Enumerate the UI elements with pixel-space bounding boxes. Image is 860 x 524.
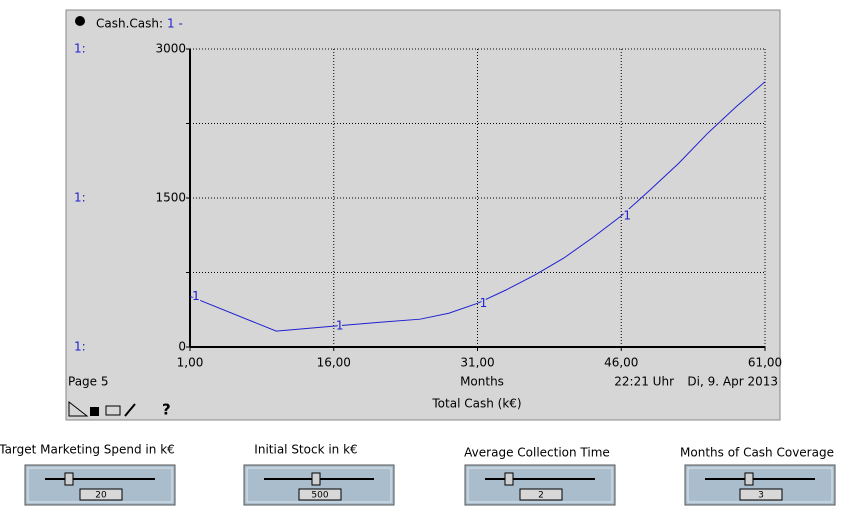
slider-thumb[interactable] bbox=[744, 472, 754, 486]
controls: Target Marketing Spend in k€ 20 Initial St… bbox=[0, 443, 836, 506]
y-series-label: 1: bbox=[74, 42, 86, 56]
control-value: 500 bbox=[311, 491, 328, 501]
y-tick-label: 1500 bbox=[155, 191, 186, 205]
series-marker: 1 bbox=[480, 296, 488, 310]
slider-bevel bbox=[467, 467, 613, 503]
date: Di, 9. Apr 2013 bbox=[687, 375, 778, 389]
series-marker: 1 bbox=[336, 319, 344, 333]
control-value: 2 bbox=[538, 491, 544, 501]
x-tick-label: 31,00 bbox=[460, 356, 494, 370]
x-tick-label: 16,00 bbox=[317, 356, 351, 370]
slider-bevel bbox=[246, 467, 392, 503]
value-box bbox=[298, 488, 342, 501]
legend-entry: 1 - bbox=[167, 17, 183, 31]
value-box bbox=[79, 488, 123, 501]
slider-thumb[interactable] bbox=[504, 472, 514, 486]
value-box bbox=[739, 488, 783, 501]
lock-icon[interactable] bbox=[90, 407, 99, 416]
print-icon[interactable] bbox=[105, 405, 121, 416]
control-label: Target Marketing Spend in k€ bbox=[0, 443, 175, 457]
corner-icon[interactable] bbox=[68, 400, 89, 417]
x-axis-label: Months bbox=[460, 375, 504, 389]
value-box bbox=[519, 488, 563, 501]
slider-thumb[interactable] bbox=[64, 472, 74, 486]
control-label: Months of Cash Coverage bbox=[680, 446, 834, 460]
y-tick-label: 3000 bbox=[155, 42, 186, 56]
page-label[interactable]: Page 5 bbox=[68, 375, 109, 389]
y-tick-label: 0 bbox=[178, 340, 186, 354]
help-icon[interactable]: ? bbox=[162, 401, 171, 419]
wand-icon[interactable] bbox=[124, 403, 136, 417]
series-marker: 1 bbox=[623, 208, 631, 222]
control-label: Initial Stock in k€ bbox=[254, 443, 357, 457]
slider-bevel bbox=[27, 467, 173, 503]
x-tick-label: 1,00 bbox=[177, 356, 204, 370]
x-tick-label: 46,00 bbox=[604, 356, 638, 370]
y-series-label: 1: bbox=[74, 340, 86, 354]
x-tick-label: 61,00 bbox=[748, 356, 782, 370]
time: 22:21 Uhr bbox=[614, 375, 674, 389]
toolbar: ? bbox=[68, 400, 171, 419]
legend-title: Cash.Cash: bbox=[96, 17, 163, 31]
series-marker: 1 bbox=[192, 289, 200, 303]
plot: 0 1: 1500 1: 3000 1: 1,00 16,00 31,00 46,00 61,00 1… bbox=[74, 42, 782, 370]
slider-bevel bbox=[687, 467, 833, 503]
chart-title: Total Cash (k€) bbox=[431, 397, 521, 411]
control-value: 20 bbox=[95, 491, 107, 501]
graph-icon[interactable] bbox=[75, 16, 85, 26]
control-value: 3 bbox=[758, 491, 764, 501]
graph-panel bbox=[65, 9, 781, 421]
control-label: Average Collection Time bbox=[464, 446, 610, 460]
slider-thumb[interactable] bbox=[311, 472, 321, 486]
series-line bbox=[189, 81, 766, 332]
y-series-label: 1: bbox=[74, 191, 86, 205]
